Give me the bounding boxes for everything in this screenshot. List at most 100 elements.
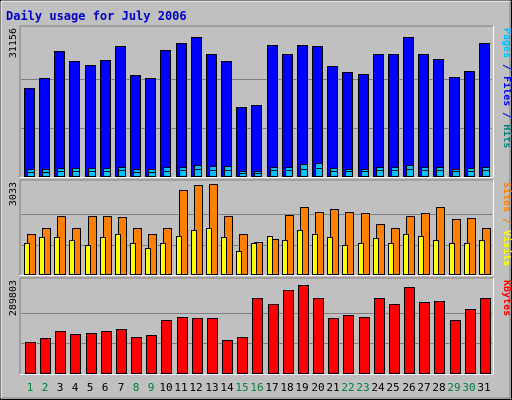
kbytes-bar-kbytes <box>450 320 461 374</box>
kbytes-bar-kbytes <box>465 309 476 374</box>
hits-bar-hits <box>130 75 141 177</box>
kbytes-bar-kbytes <box>359 317 370 374</box>
x-tick-label: 31 <box>477 381 490 394</box>
hits-bar-pages <box>285 170 293 177</box>
kbytes-bar-kbytes <box>55 331 66 374</box>
kbytes-bar-kbytes <box>419 302 430 374</box>
hits-legend-item: / <box>501 106 512 124</box>
kbytes-bar-kbytes <box>283 290 294 374</box>
visits-bar-visits <box>160 243 166 275</box>
x-tick-label: 19 <box>295 381 308 394</box>
hits-bar-hits <box>145 78 156 177</box>
x-tick-label: 30 <box>462 381 475 394</box>
hits-bar-pages <box>361 171 369 177</box>
visits-bar-visits <box>85 245 91 275</box>
hits-bar-hits <box>115 46 126 177</box>
x-tick-label: 27 <box>417 381 430 394</box>
hits-bar-hits <box>403 37 414 177</box>
visits-bar-visits <box>449 243 455 275</box>
visits-bar-visits <box>342 245 348 275</box>
visits-series-visits <box>24 228 485 275</box>
visits-bar-visits <box>130 243 136 275</box>
x-tick-label: 24 <box>371 381 385 394</box>
hits-bar-pages <box>209 170 217 177</box>
x-tick-label: 18 <box>280 381 293 394</box>
visits-legend-item: Visits <box>501 230 512 266</box>
x-tick-label: 9 <box>148 381 155 394</box>
kbytes-bar-kbytes <box>434 301 445 374</box>
visits-bar-sites <box>345 212 354 275</box>
hits-bar-pages <box>345 171 353 177</box>
x-tick-label: 12 <box>189 381 202 394</box>
kbytes-legend-item: KBytes <box>501 280 512 316</box>
hits-bar-pages <box>103 171 111 177</box>
kbytes-bar-kbytes <box>404 287 415 374</box>
kbytes-bar-kbytes <box>161 320 172 374</box>
hits-bar-hits <box>69 61 80 177</box>
hits-bar-hits <box>312 46 323 177</box>
x-tick-label: 10 <box>159 381 172 394</box>
visits-bar-visits <box>433 240 439 275</box>
hits-bar-hits <box>236 107 247 177</box>
visits-legend-item: Sites <box>501 182 512 212</box>
hits-panel: 31156 Pages / Files / Hits <box>8 25 512 178</box>
visits-bar-visits <box>464 243 470 275</box>
x-tick-label: 28 <box>432 381 445 394</box>
kbytes-bar-kbytes <box>40 338 51 374</box>
kbytes-bar-kbytes <box>101 331 112 374</box>
visits-max-label: 3033 <box>8 182 19 206</box>
x-tick-label: 23 <box>356 381 369 394</box>
x-tick-label: 17 <box>265 381 278 394</box>
hits-bar-hits <box>464 71 475 177</box>
hits-bar-hits <box>327 66 338 177</box>
visits-bar-visits <box>282 240 288 275</box>
kbytes-bar-kbytes <box>177 317 188 374</box>
x-tick-label: 22 <box>341 381 354 394</box>
hits-bar-pages <box>376 170 384 177</box>
hits-bar-pages <box>330 171 338 177</box>
x-tick-label: 25 <box>386 381 399 394</box>
x-tick-label: 29 <box>447 381 460 394</box>
x-axis-labels: 1 2 3 4 5 6 7 8 9 10 11 12 13 14 15 16 17 18 19 20 21 22 23 24 2… <box>27 381 491 394</box>
visits-bar-visits <box>191 230 197 275</box>
hits-bar-pages <box>315 168 323 177</box>
x-tick-label: 11 <box>174 381 187 394</box>
hits-bar-pages <box>436 170 444 177</box>
hits-bar-pages <box>163 171 171 177</box>
visits-bar-visits <box>297 230 303 275</box>
x-tick-label: 26 <box>402 381 415 394</box>
x-tick-label: 13 <box>205 381 218 394</box>
hits-bar-hits <box>449 77 460 177</box>
hits-bar-hits <box>85 65 96 177</box>
x-tick-label: 5 <box>87 381 94 394</box>
kbytes-bar-kbytes <box>328 318 339 374</box>
visits-bar-visits <box>358 243 364 275</box>
kbytes-bar-kbytes <box>192 318 203 374</box>
hits-bar-pages <box>452 171 460 177</box>
visits-bar-visits <box>267 236 273 275</box>
hits-bar-hits <box>418 54 429 177</box>
x-tick-label: 2 <box>42 381 49 394</box>
kbytes-panel: 289803 KBytes <box>8 277 512 375</box>
kbytes-bar-kbytes <box>131 337 142 374</box>
hits-bar-pages <box>148 172 156 177</box>
kbytes-series-kbytes <box>25 285 491 374</box>
x-tick-label: 21 <box>326 381 339 394</box>
x-tick-label: 1 <box>27 381 34 394</box>
kbytes-bar-kbytes <box>25 342 36 374</box>
chart-panels: 31156 Pages / Files / Hits 3033 Sites / Vis… <box>8 25 512 375</box>
visits-bar-visits <box>100 237 106 275</box>
x-tick-label: 3 <box>57 381 64 394</box>
kbytes-bar-kbytes <box>252 298 263 374</box>
chart-title: Daily usage for July 2006 <box>6 9 187 23</box>
hits-bar-pages <box>391 170 399 177</box>
hits-legend-item: Hits <box>501 124 512 148</box>
visits-bar-sites <box>179 190 188 275</box>
hits-bar-pages <box>421 170 429 177</box>
kbytes-bar-kbytes <box>298 285 309 374</box>
visits-panel: 3033 Sites / Visits <box>8 179 512 276</box>
hits-bar-pages <box>118 170 126 177</box>
visits-bar-visits <box>479 240 485 275</box>
x-tick-label: 4 <box>72 381 79 394</box>
